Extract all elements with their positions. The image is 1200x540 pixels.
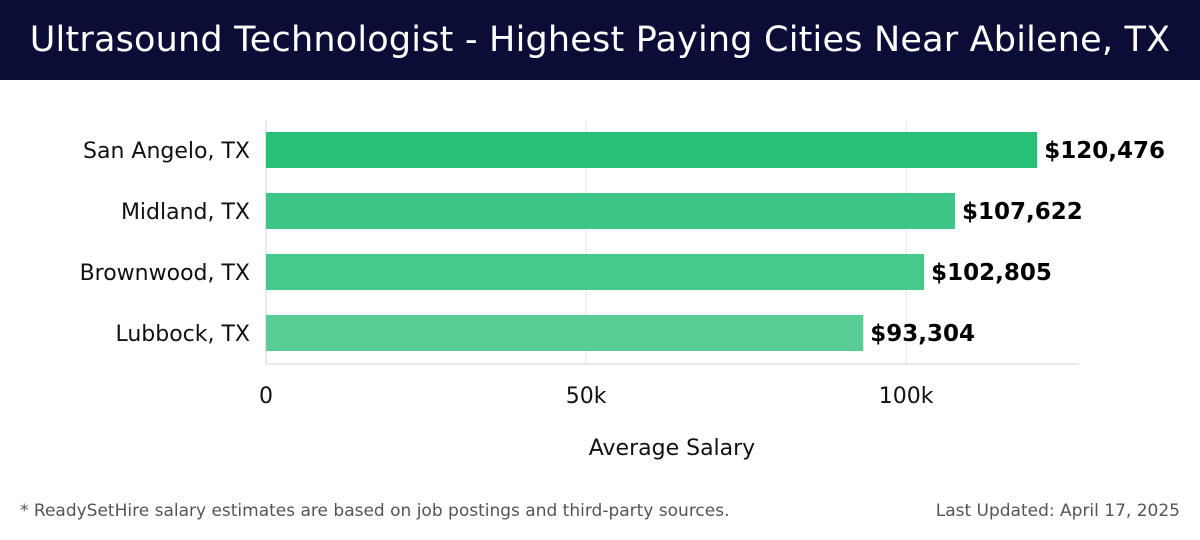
category-label: Brownwood, TX: [80, 261, 250, 286]
salary-bar-chart: 0 50k 100k San Angelo, TX $120,476 Midland, …: [80, 120, 1165, 461]
page-title: Ultrasound Technologist - Highest Paying…: [29, 20, 1171, 60]
value-label: $107,622: [962, 199, 1083, 225]
x-tick-label: 100k: [879, 384, 934, 409]
value-label: $120,476: [1044, 138, 1165, 164]
bar: [266, 315, 864, 351]
category-label: Lubbock, TX: [115, 322, 250, 347]
bar: [266, 193, 955, 229]
title-banner: Ultrasound Technologist - Highest Paying…: [0, 0, 1200, 80]
value-label: $93,304: [870, 321, 975, 347]
footnote: * ReadySetHire salary estimates are base…: [20, 501, 730, 521]
label-layer: San Angelo, TX $120,476 Midland, TX $107,62…: [80, 138, 1165, 347]
x-axis-title: Average Salary: [589, 436, 755, 461]
x-tick-label: 50k: [566, 384, 607, 409]
last-updated: Last Updated: April 17, 2025: [935, 501, 1180, 521]
x-tick-label: 0: [259, 384, 273, 409]
category-label: Midland, TX: [121, 200, 250, 225]
bar: [266, 254, 925, 290]
bar-layer: [266, 132, 1038, 351]
bar: [266, 132, 1038, 168]
value-label: $102,805: [931, 260, 1052, 286]
category-label: San Angelo, TX: [83, 139, 250, 164]
